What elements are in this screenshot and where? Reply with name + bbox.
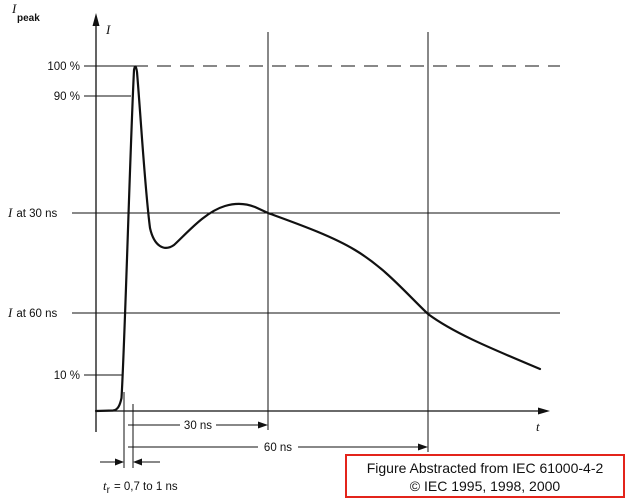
x-axis-label: t [536, 419, 540, 434]
current-waveform-curve [94, 65, 542, 413]
level-90-label: 90 % [54, 91, 80, 103]
rise-time-symbol: t [103, 478, 107, 493]
credit-line-2: © IEC 1995, 1998, 2000 [410, 478, 561, 494]
level-30ns-symbol: I [7, 205, 13, 220]
rise-time-label: tr = 0,7 to 1 ns [103, 478, 178, 496]
level-30ns-text: at 30 ns [16, 208, 57, 220]
level-10-label: 10 % [54, 370, 80, 382]
rise-time-arrow-right-icon [133, 458, 142, 466]
level-60ns-symbol: I [7, 305, 13, 320]
level-60ns-text: at 60 ns [16, 308, 57, 320]
credit-line-1: Figure Abstracted from IEC 61000-4-2 [367, 460, 604, 476]
rise-time-text: = 0,7 to 1 ns [114, 481, 178, 493]
interval-60ns-arrow-icon [418, 443, 428, 451]
credit-box: Figure Abstracted from IEC 61000-4-2 © I… [345, 454, 625, 498]
y-axis-arrow-label: I [105, 22, 111, 37]
x-axis-arrow-icon [538, 407, 550, 415]
interval-30ns-label: 30 ns [184, 420, 212, 432]
level-100-label: 100 % [47, 61, 80, 73]
credit-box-border [345, 454, 625, 498]
y-axis-arrow-icon [92, 13, 100, 26]
rise-time-subscript: r [107, 485, 111, 496]
interval-60ns-label: 60 ns [264, 442, 292, 454]
rise-time-arrow-left-icon [115, 458, 124, 466]
interval-30ns-arrow-icon [258, 421, 268, 429]
y-axis-label-symbol: I [11, 1, 17, 16]
y-axis-label-subscript: peak [17, 13, 40, 24]
